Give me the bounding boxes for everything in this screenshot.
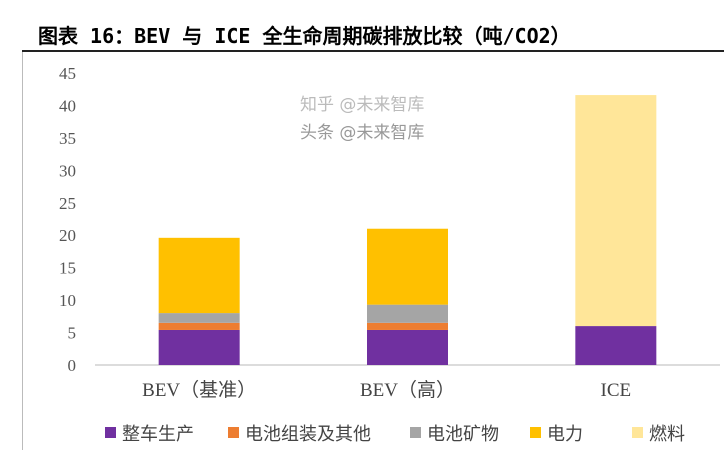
y-tick-label: 20 bbox=[59, 226, 76, 245]
y-tick-label: 35 bbox=[59, 129, 76, 148]
y-tick-label: 0 bbox=[68, 356, 77, 375]
legend-swatch bbox=[530, 427, 541, 438]
y-tick-label: 45 bbox=[59, 64, 76, 83]
watermark-toutiao: 头条 @未来智库 bbox=[300, 123, 424, 143]
bar-segment bbox=[158, 329, 240, 365]
legend-label: 电池矿物 bbox=[427, 424, 499, 445]
watermark-zhihu: 知乎 @未来智库 bbox=[300, 95, 424, 115]
legend-label: 电池组装及其他 bbox=[245, 424, 371, 445]
title-underline bbox=[22, 50, 724, 52]
x-category-label: BEV（基准） bbox=[142, 379, 256, 401]
legend-swatch bbox=[410, 427, 421, 438]
y-tick-label: 15 bbox=[59, 259, 76, 278]
bar-segment bbox=[158, 313, 240, 323]
bar-segment bbox=[367, 329, 448, 365]
bar-segment bbox=[367, 228, 448, 305]
bar-segment bbox=[575, 95, 657, 327]
x-category-label: BEV（高） bbox=[360, 379, 455, 401]
legend-label: 电力 bbox=[547, 424, 583, 445]
legend-label: 燃料 bbox=[649, 424, 685, 445]
bar-segment bbox=[575, 326, 657, 365]
y-tick-label: 10 bbox=[59, 291, 76, 310]
y-tick-label: 25 bbox=[59, 194, 76, 213]
frame-border bbox=[22, 52, 23, 450]
legend-swatch bbox=[632, 427, 643, 438]
legend-swatch bbox=[228, 427, 239, 438]
bar-segment bbox=[367, 322, 448, 330]
bar-segment bbox=[367, 304, 448, 323]
y-tick-label: 5 bbox=[68, 324, 77, 343]
legend-label: 整车生产 bbox=[122, 424, 194, 445]
bar-segment bbox=[158, 237, 240, 314]
x-category-label: ICE bbox=[601, 380, 632, 401]
bar-segment bbox=[158, 322, 240, 330]
y-tick-label: 40 bbox=[59, 96, 76, 115]
y-tick-label: 30 bbox=[59, 161, 76, 180]
legend-swatch bbox=[105, 427, 116, 438]
chart-title: 图表 16：BEV 与 ICE 全生命周期碳排放比较（吨/CO2） bbox=[38, 24, 571, 48]
